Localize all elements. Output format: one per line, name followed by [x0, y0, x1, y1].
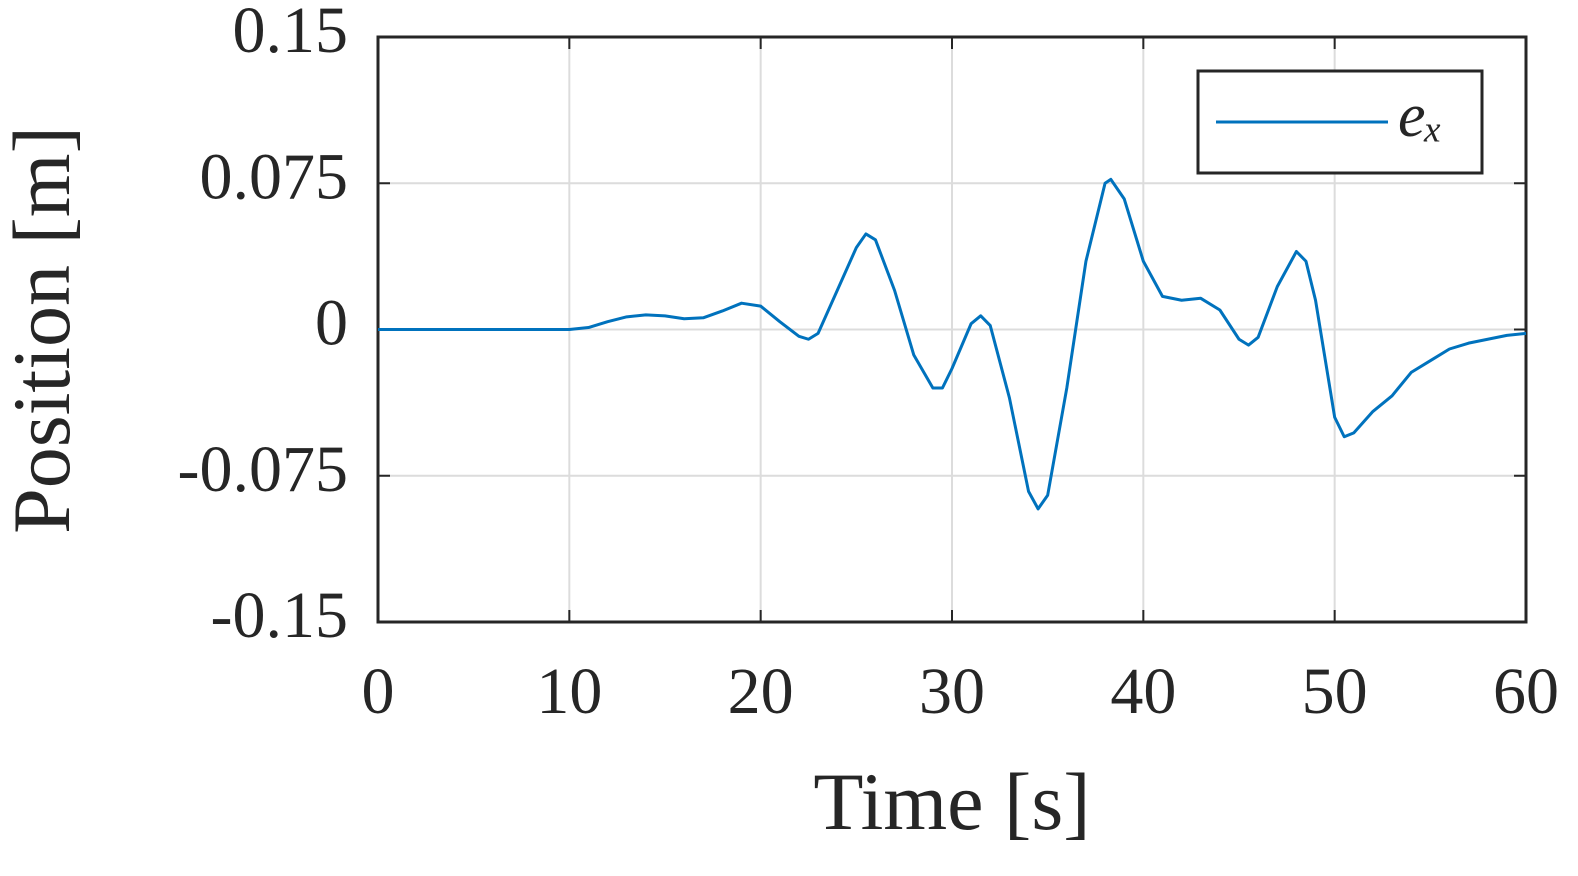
x-tick-label: 50	[1302, 655, 1368, 728]
data-line	[378, 177, 1527, 511]
y-tick-label: 0	[315, 287, 348, 360]
legend-label: eₓ	[1398, 82, 1443, 150]
y-axis-label: Position [m]	[0, 126, 87, 534]
x-tick-label: 40	[1110, 655, 1176, 728]
y-tick-label: 0.15	[233, 0, 349, 67]
x-tick-label: 20	[728, 655, 794, 728]
x-tick-label: 0	[362, 655, 395, 728]
x-tick-label: 60	[1493, 655, 1559, 728]
y-tick-label: -0.075	[178, 433, 348, 506]
y-tick-label: 0.075	[200, 140, 349, 213]
x-axis-label: Time [s]	[813, 756, 1090, 847]
x-tick-label: 10	[536, 655, 602, 728]
x-tick-label: 30	[919, 655, 985, 728]
y-tick-label: -0.15	[211, 579, 348, 652]
